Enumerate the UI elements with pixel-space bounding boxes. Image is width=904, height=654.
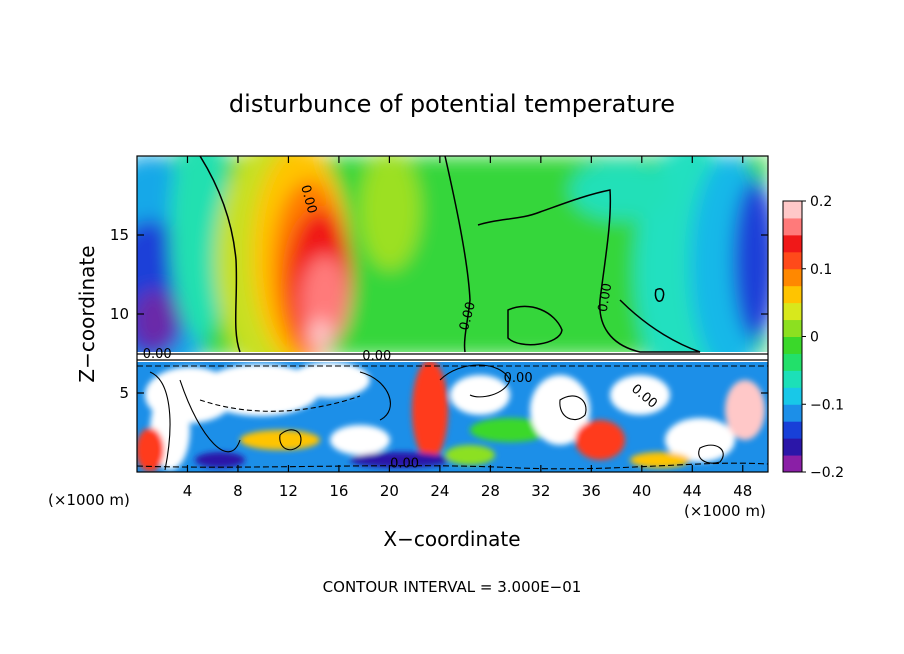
- colorbar-swatch: [783, 438, 802, 456]
- y-axis: 5 10 15: [110, 226, 768, 402]
- x-unit-right: (×1000 m): [684, 502, 766, 520]
- colorbar-swatch: [783, 201, 802, 219]
- x-tick-label: 48: [733, 482, 752, 500]
- x-tick-label: 4: [183, 482, 193, 500]
- x-tick-label: 36: [582, 482, 601, 500]
- y-axis-label: Z−coordinate: [75, 245, 99, 382]
- contour-interval: CONTOUR INTERVAL = 3.000E−01: [323, 578, 582, 596]
- chart-title: disturbunce of potential temperature: [229, 90, 675, 118]
- x-tick-label: 16: [329, 482, 348, 500]
- colorbar-swatch: [783, 404, 802, 422]
- x-tick-label: 12: [279, 482, 298, 500]
- x-tick-label: 8: [233, 482, 243, 500]
- colorbar-tick-label: −0.1: [810, 397, 844, 413]
- colorbar: 0.2 0.1 0 −0.1 −0.2: [782, 194, 844, 481]
- colorbar-swatch: [783, 234, 802, 253]
- x-tick-label: 20: [380, 482, 399, 500]
- y-tick-label: 5: [119, 384, 129, 402]
- contour-label: 0.00: [390, 456, 419, 471]
- contour-label: 0.00: [297, 183, 319, 215]
- colorbar-swatch: [783, 251, 802, 270]
- x-axis: 4 8 12 16 20 24 28 32 36 40 44 48: [183, 156, 752, 500]
- colorbar-swatch: [783, 285, 802, 304]
- x-unit-left: (×1000 m): [48, 491, 130, 509]
- colorbar-tick-label: 0.1: [810, 262, 832, 278]
- contour-label: 0.00: [362, 349, 391, 364]
- colorbar-tick-label: 0.2: [810, 194, 832, 210]
- colorbar-swatch: [783, 353, 802, 371]
- lower-contours: [137, 364, 768, 471]
- colorbar-tick-label: 0: [810, 330, 819, 346]
- y-tick-label: 15: [110, 226, 129, 244]
- lower-field: [137, 360, 768, 472]
- contour-label: 0.00: [143, 347, 172, 362]
- colorbar-swatch: [783, 336, 802, 354]
- x-tick-label: 24: [430, 482, 449, 500]
- colorbar-swatch: [783, 217, 802, 236]
- upper-field: [137, 156, 768, 400]
- colorbar-swatch: [783, 455, 802, 473]
- contour-label: 0.00: [457, 300, 479, 332]
- x-tick-label: 28: [481, 482, 500, 500]
- colorbar-swatch: [783, 370, 802, 388]
- y-tick-label: 10: [110, 305, 129, 323]
- colorbar-swatch: [783, 302, 802, 321]
- x-tick-label: 32: [531, 482, 550, 500]
- plot-area: 0.000.000.000.00 0.000.000.000.00: [137, 156, 768, 472]
- colorbar-swatch: [783, 387, 802, 405]
- x-tick-label: 40: [632, 482, 651, 500]
- colorbar-swatch: [783, 268, 802, 287]
- zero-contours: [199, 156, 701, 353]
- x-axis-label: X−coordinate: [383, 527, 520, 551]
- contour-label: 0.00: [596, 282, 616, 313]
- x-tick-label: 44: [683, 482, 702, 500]
- colorbar-swatch: [783, 421, 802, 439]
- contour-label: 0.00: [504, 371, 533, 386]
- colorbar-tick-label: −0.2: [810, 465, 844, 481]
- colorbar-swatch: [783, 319, 802, 337]
- interface-band: [137, 352, 768, 362]
